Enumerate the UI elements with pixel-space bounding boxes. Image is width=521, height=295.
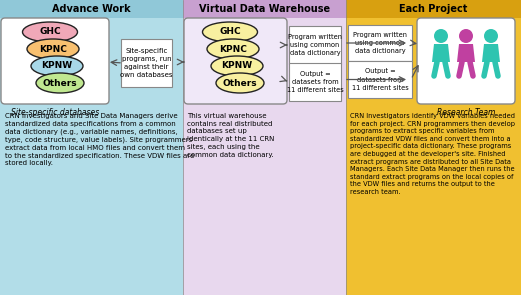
FancyBboxPatch shape	[417, 18, 515, 104]
Text: GHC: GHC	[39, 27, 61, 37]
FancyBboxPatch shape	[346, 0, 521, 18]
FancyBboxPatch shape	[348, 25, 412, 61]
Text: Research Team: Research Team	[437, 108, 495, 117]
FancyBboxPatch shape	[183, 0, 346, 295]
Ellipse shape	[22, 22, 78, 42]
Polygon shape	[457, 44, 475, 62]
Text: GHC: GHC	[219, 27, 241, 37]
Circle shape	[484, 29, 498, 43]
Text: CRN Investigators identify VDW variables needed
for each project. CRN programmer: CRN Investigators identify VDW variables…	[350, 113, 515, 195]
FancyBboxPatch shape	[121, 39, 172, 87]
Text: KPNW: KPNW	[221, 61, 253, 71]
Text: Output =
datasets from
11 different sites: Output = datasets from 11 different site…	[352, 68, 408, 91]
FancyBboxPatch shape	[1, 18, 109, 104]
Polygon shape	[432, 44, 450, 62]
Text: Advance Work: Advance Work	[52, 4, 131, 14]
FancyBboxPatch shape	[346, 0, 521, 295]
Text: This virtual warehouse
contains real distributed
databases set up
identically at: This virtual warehouse contains real dis…	[187, 113, 275, 158]
Ellipse shape	[31, 56, 83, 76]
Circle shape	[434, 29, 448, 43]
FancyBboxPatch shape	[0, 0, 183, 295]
Ellipse shape	[216, 73, 264, 93]
Text: Program written
using common
data dictionary: Program written using common data dictio…	[288, 34, 342, 56]
Text: CRN Investigators and Site Data Managers derive
standardized data specifications: CRN Investigators and Site Data Managers…	[5, 113, 194, 166]
FancyBboxPatch shape	[348, 61, 412, 98]
FancyBboxPatch shape	[184, 18, 287, 104]
FancyBboxPatch shape	[0, 0, 183, 18]
FancyBboxPatch shape	[183, 0, 346, 18]
Text: KPNC: KPNC	[39, 45, 67, 53]
Ellipse shape	[36, 73, 84, 93]
Text: Others: Others	[43, 78, 77, 88]
Text: Virtual Data Warehouse: Virtual Data Warehouse	[199, 4, 330, 14]
Text: Program written
using common
data dictionary: Program written using common data dictio…	[353, 32, 407, 54]
Text: Others: Others	[222, 78, 257, 88]
Text: Output =
datasets from
11 different sites: Output = datasets from 11 different site…	[287, 71, 343, 93]
Polygon shape	[482, 44, 500, 62]
Text: Site-specific
programs, run
against their
own databases: Site-specific programs, run against thei…	[120, 48, 173, 78]
FancyBboxPatch shape	[289, 26, 341, 64]
Ellipse shape	[203, 22, 257, 42]
Text: Each Project: Each Project	[399, 4, 468, 14]
FancyBboxPatch shape	[289, 63, 341, 101]
Circle shape	[459, 29, 473, 43]
Ellipse shape	[27, 39, 79, 59]
Ellipse shape	[211, 56, 263, 76]
Text: KPNW: KPNW	[42, 61, 72, 71]
Text: Site-specific databases: Site-specific databases	[11, 108, 99, 117]
Ellipse shape	[207, 39, 259, 59]
Text: KPNC: KPNC	[219, 45, 247, 53]
